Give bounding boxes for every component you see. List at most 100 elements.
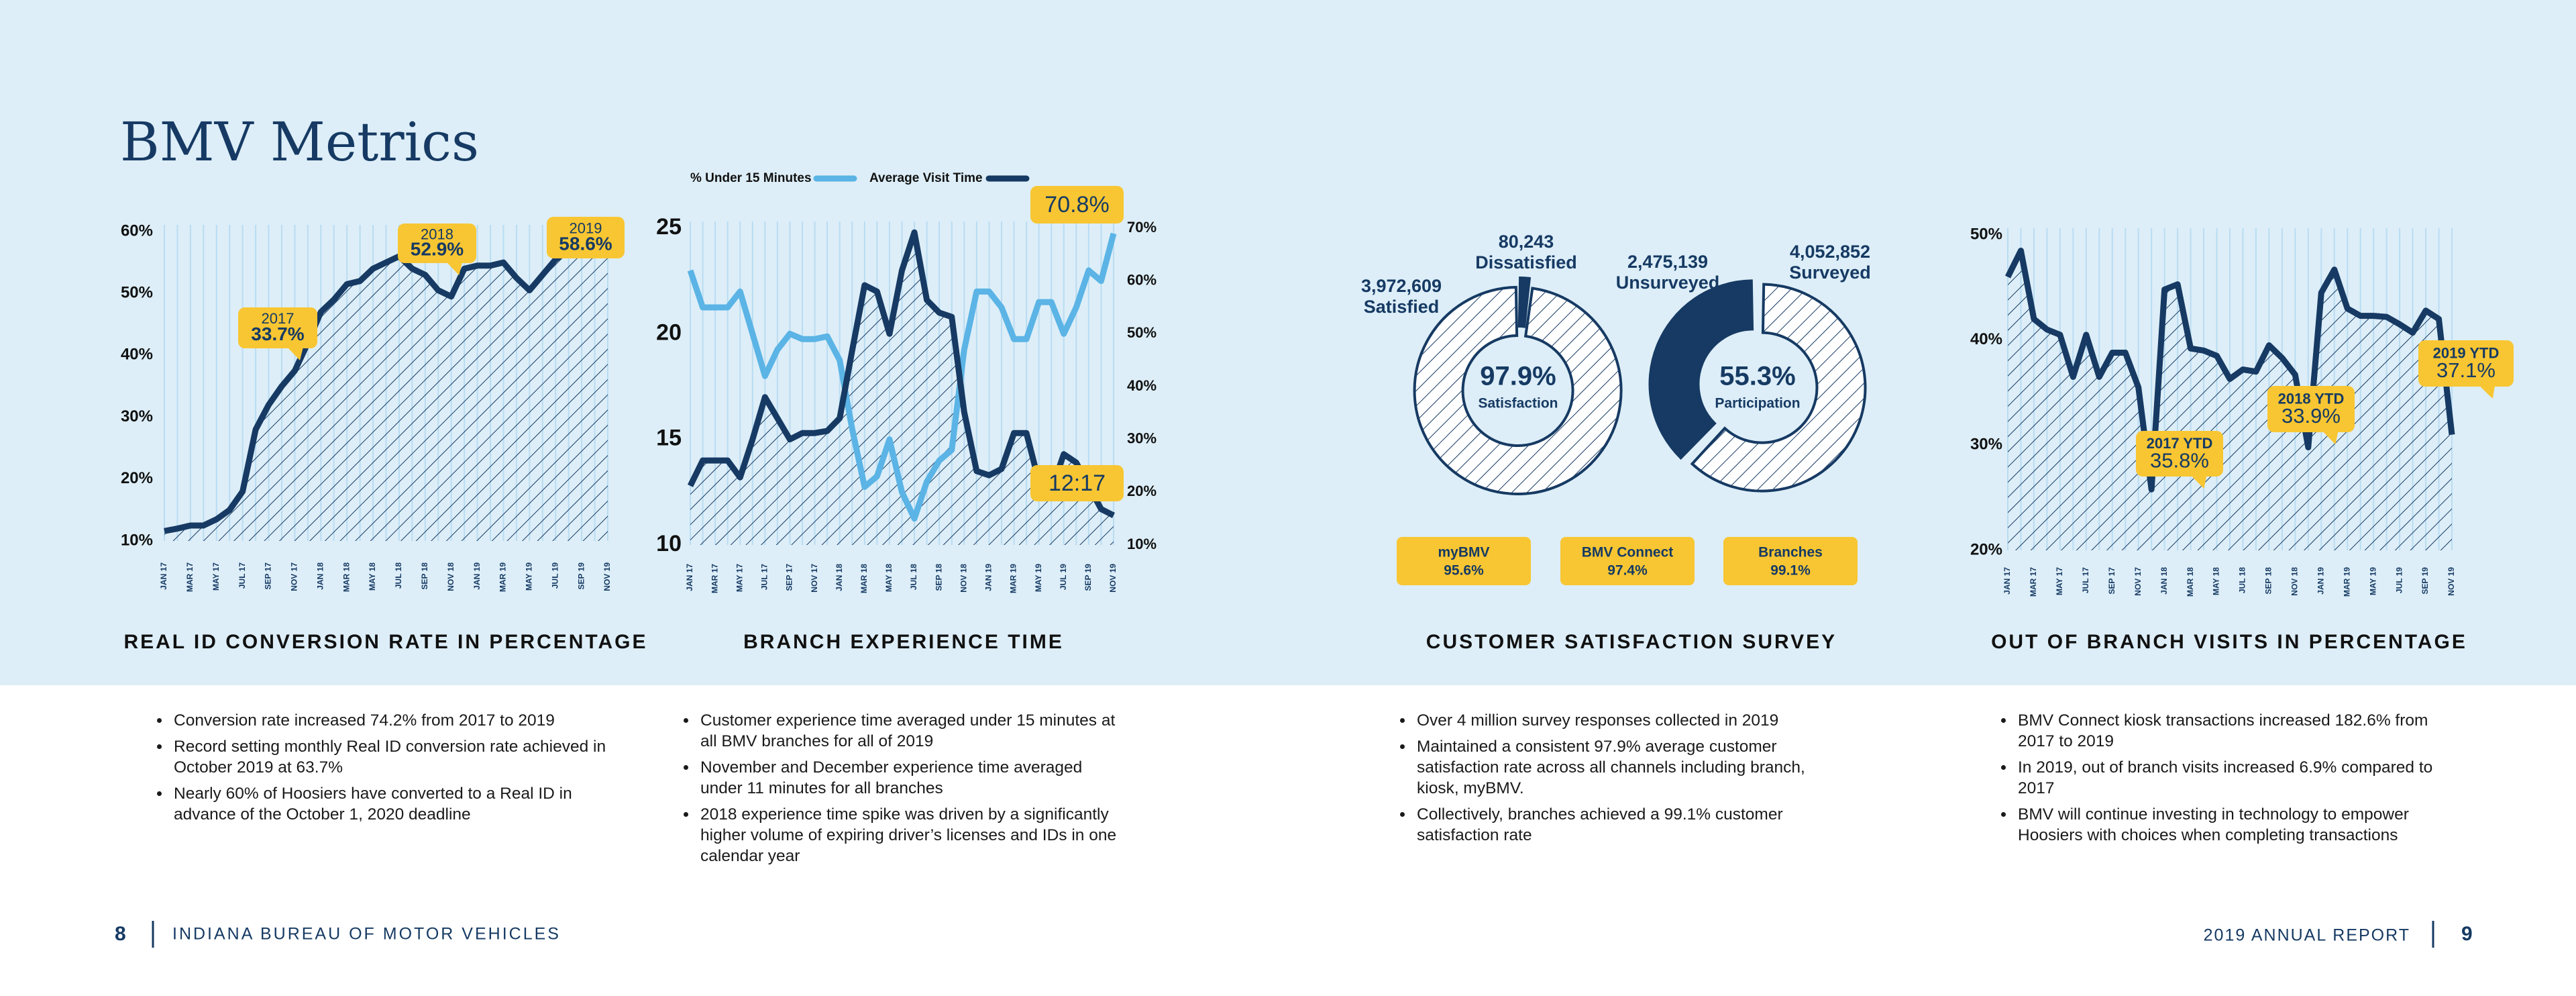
x-tick-label: NOV 18 <box>2290 567 2300 596</box>
callout-pointer <box>2190 475 2207 489</box>
callout-value: 70.8% <box>1044 192 1109 217</box>
slice-label: Surveyed <box>1789 262 1871 283</box>
callout-title: 2019 YTD <box>2433 345 2500 362</box>
callout-value: 35.8% <box>2150 448 2209 472</box>
y-tick-label: 40% <box>121 346 153 364</box>
callout <box>1030 465 1124 501</box>
x-tick-label: JAN 17 <box>685 564 694 591</box>
channel-name: Branches <box>1758 545 1823 560</box>
y-tick-label: 50% <box>1970 225 2002 243</box>
x-tick-label: JUL 19 <box>2394 567 2404 593</box>
x-tick-label: JAN 17 <box>159 562 168 590</box>
x-tick-label: SEP 19 <box>1083 564 1093 591</box>
x-tick-label: NOV 19 <box>602 562 612 591</box>
y-tick-label: 30% <box>1970 436 2002 454</box>
x-tick-label: MAY 19 <box>525 562 534 591</box>
x-tick-label: SEP 17 <box>785 564 794 591</box>
notes: BMV Connect kiosk transactions increased… <box>2008 710 2445 851</box>
note: Maintained a consistent 97.9% average cu… <box>1414 736 1817 799</box>
y2-tick-label: 30% <box>1127 430 1157 446</box>
y-tick-label: 10% <box>121 531 153 549</box>
x-tick-label: SEP 17 <box>2107 567 2116 595</box>
callout <box>547 217 625 258</box>
y-tick-label: 20% <box>121 469 153 487</box>
x-tick-label: JAN 18 <box>2159 567 2169 595</box>
donut-slice <box>1648 279 1754 460</box>
callout-title: 2018 <box>421 226 453 243</box>
y-tick-label: 20% <box>1970 540 2002 558</box>
y-tick-label: 25 <box>656 214 682 240</box>
x-tick-label: SEP 17 <box>264 562 273 590</box>
callout-pointer <box>286 347 303 360</box>
y2-tick-label: 70% <box>1127 219 1157 236</box>
note: Customer experience time averaged under … <box>698 710 1124 752</box>
footer-text: 2019 ANNUAL REPORT <box>2204 926 2410 945</box>
chart-title: REAL ID CONVERSION RATE IN PERCENTAGE <box>123 631 647 653</box>
x-tick-label: JUL 18 <box>394 562 403 589</box>
page-number: 8 <box>115 923 126 945</box>
x-tick-label: MAY 19 <box>1034 564 1043 592</box>
x-tick-label: MAR 17 <box>185 562 195 592</box>
x-tick-label: MAY 19 <box>2368 567 2377 595</box>
x-tick-label: JUL 19 <box>1059 564 1068 590</box>
x-tick-label: JUL 17 <box>2081 567 2090 593</box>
x-tick-label: MAR 17 <box>710 564 719 593</box>
x-tick-label: MAY 18 <box>884 564 894 592</box>
notes: Conversion rate increased 74.2% from 201… <box>164 710 614 830</box>
y2-tick-label: 50% <box>1127 324 1157 341</box>
callout-value: 52.9% <box>411 239 464 260</box>
callout <box>398 223 476 263</box>
line <box>164 240 609 534</box>
slice-value-label: 4,052,852 <box>1790 242 1870 262</box>
page-title: BMV Metrics <box>120 111 479 173</box>
callout-title: 2017 <box>262 310 294 327</box>
donut-slice <box>1413 285 1623 495</box>
callout-title: 2018 YTD <box>2278 391 2345 407</box>
callout-title: 2017 YTD <box>2147 435 2213 452</box>
y-tick-label: 10 <box>656 531 682 556</box>
donut-center-label: Participation <box>1715 396 1800 411</box>
note: 2018 experience time spike was driven by… <box>698 804 1124 866</box>
x-tick-label: MAY 17 <box>2055 567 2064 595</box>
chart-title: BRANCH EXPERIENCE TIME <box>743 631 1064 653</box>
x-tick-label: MAR 19 <box>498 562 508 592</box>
callout-pointer <box>2322 431 2339 444</box>
slice-label: Satisfied <box>1364 297 1440 317</box>
callout-value: 37.1% <box>2436 358 2496 382</box>
x-tick-label: NOV 19 <box>2447 567 2456 596</box>
note: BMV Connect kiosk transactions increased… <box>2015 710 2445 752</box>
x-tick-label: MAR 18 <box>341 562 351 592</box>
y2-tick-label: 60% <box>1127 271 1157 288</box>
y-tick-label: 50% <box>121 284 153 302</box>
note: Nearly 60% of Hoosiers have converted to… <box>171 783 614 825</box>
y-tick-label: 60% <box>121 221 153 240</box>
chart-title: OUT OF BRANCH VISITS IN PERCENTAGE <box>1991 631 2467 653</box>
callout <box>2418 340 2514 387</box>
x-tick-label: JUL 18 <box>909 564 918 590</box>
slice-label: Unsurveyed <box>1616 272 1720 293</box>
x-tick-label: NOV 18 <box>446 562 455 591</box>
x-tick-label: MAY 17 <box>735 564 744 592</box>
line <box>687 232 1117 522</box>
x-tick-label: MAY 17 <box>211 562 221 591</box>
x-tick-label: NOV 17 <box>290 562 299 591</box>
x-tick-label: SEP 18 <box>2264 567 2273 595</box>
x-tick-label: MAR 18 <box>2186 567 2195 597</box>
area-fill <box>690 232 1114 545</box>
note: BMV will continue investing in technolog… <box>2015 804 2445 846</box>
footer-text: INDIANA BUREAU OF MOTOR VEHICLES <box>172 925 561 944</box>
x-tick-label: MAR 19 <box>2342 567 2351 597</box>
x-tick-label: JAN 17 <box>2002 567 2012 595</box>
note: Record setting monthly Real ID conversio… <box>171 736 614 778</box>
x-tick-label: NOV 17 <box>2133 567 2143 596</box>
donut-center-label: Satisfaction <box>1478 396 1558 411</box>
x-tick-label: SEP 18 <box>934 564 943 591</box>
x-tick-label: JUL 17 <box>237 562 247 589</box>
legend-label: % Under 15 Minutes <box>690 171 812 185</box>
y-tick-label: 20 <box>656 319 682 345</box>
x-tick-label: JUL 18 <box>2238 567 2247 593</box>
donut-center-value: 55.3% <box>1719 362 1795 391</box>
x-tick-label: SEP 18 <box>420 562 429 590</box>
x-tick-label: MAY 18 <box>368 562 377 591</box>
note: Conversion rate increased 74.2% from 201… <box>171 710 614 731</box>
